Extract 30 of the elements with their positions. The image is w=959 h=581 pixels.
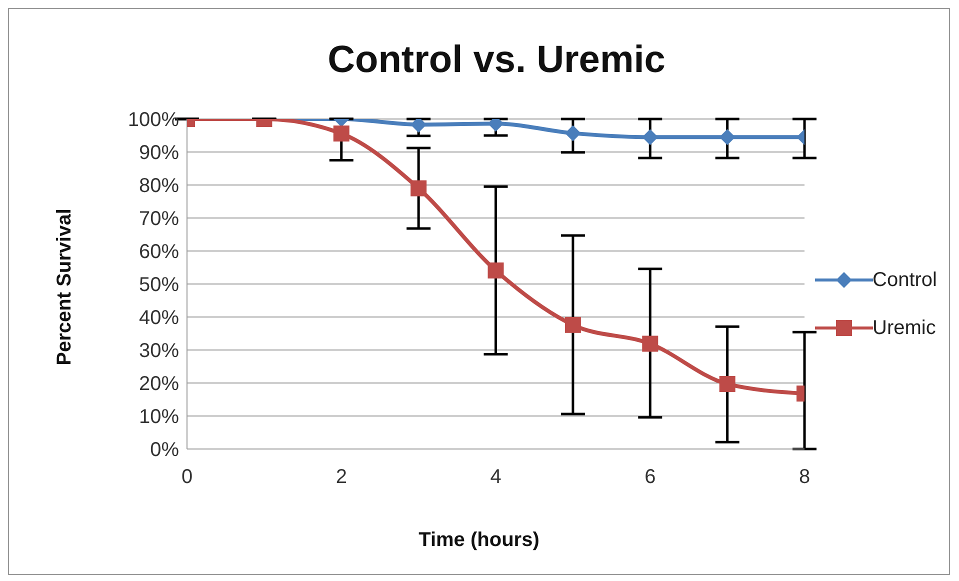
y-tick-label: 60% <box>138 241 180 264</box>
y-tick-label: 10% <box>138 406 180 428</box>
chart-title: Control vs. Uremic <box>326 39 666 82</box>
x-tick-label: 2 <box>336 466 347 488</box>
point <box>719 376 736 392</box>
legend-label: Uremic <box>872 316 936 340</box>
point <box>564 125 581 142</box>
x-tick-label: 0 <box>181 466 193 488</box>
y-tick-label: 100% <box>128 109 180 132</box>
x-tick-label: 8 <box>798 466 810 488</box>
point <box>333 126 350 142</box>
y-tick-label: 80% <box>138 175 180 198</box>
point <box>642 336 658 352</box>
y-tick-label: 40% <box>138 307 180 330</box>
legend-label: Control <box>872 268 937 292</box>
y-tick-label: 30% <box>138 340 180 362</box>
y-tick-label: 90% <box>138 142 180 164</box>
x-tick-label: 6 <box>644 466 656 488</box>
point <box>488 262 504 278</box>
y-axis-title: Percent Survival <box>54 208 76 366</box>
y-tick-label: 0% <box>150 439 180 462</box>
x-axis-title: Time (hours) <box>418 529 540 552</box>
point <box>719 129 736 146</box>
y-tick-label: 20% <box>138 373 180 396</box>
point <box>642 129 658 146</box>
y-tick-label: 50% <box>138 274 180 296</box>
x-tick-label: 4 <box>490 466 502 488</box>
y-tick-label: 70% <box>138 208 180 230</box>
point <box>564 316 581 333</box>
point <box>410 180 427 196</box>
